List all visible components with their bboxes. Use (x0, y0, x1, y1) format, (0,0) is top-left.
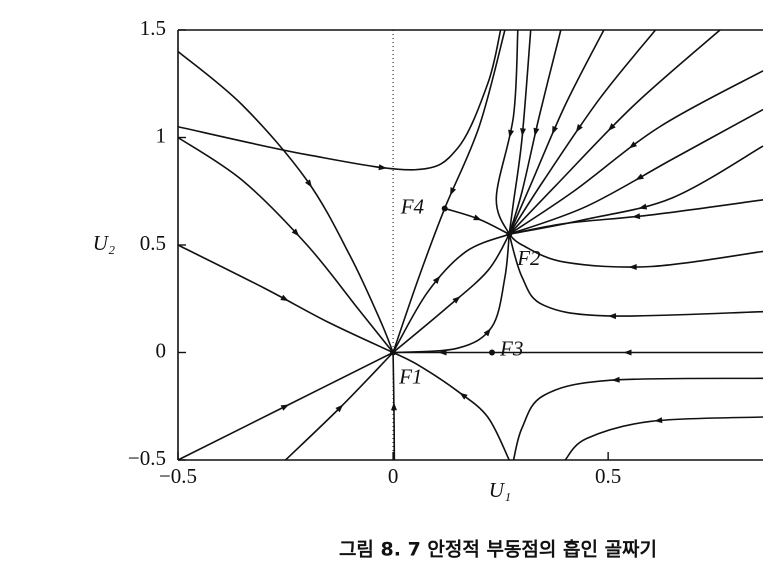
flow-arrow (552, 125, 558, 135)
trajectory (444, 207, 510, 235)
trajectory (508, 234, 764, 317)
trajectory (508, 233, 764, 268)
flow-arrow (638, 203, 648, 210)
flow-arrow (575, 124, 583, 133)
x-tick-label: 0.5 (595, 464, 621, 488)
fixed-point (489, 349, 496, 356)
trajectory (177, 29, 502, 171)
flow-arrow (390, 402, 397, 411)
trajectory (508, 70, 764, 235)
caption: 그림 8. 7 안정적 부동점의 흡인 골짜기 (339, 538, 657, 561)
trajectory (177, 244, 394, 354)
trajectory (284, 351, 394, 461)
y-tick-label: 0.5 (140, 231, 166, 255)
fixed-point-label: F1 (398, 364, 422, 388)
trajectory (392, 29, 506, 353)
trajectory (177, 50, 394, 353)
flow-arrow (280, 294, 289, 302)
flow-arrow (611, 376, 620, 383)
trajectory (393, 234, 511, 354)
fixed-point (441, 205, 448, 212)
x-tick-label: 0 (388, 464, 399, 488)
fixed-point-label: F2 (516, 246, 541, 270)
y-axis-label: U₂ (93, 231, 115, 255)
flow-arrow (280, 404, 290, 411)
flow-arrow (628, 264, 637, 271)
trajectory (177, 136, 394, 353)
flow-arrow (654, 417, 663, 424)
flow-arrow (473, 214, 482, 221)
x-tick-label: −0.5 (159, 464, 197, 488)
trajectory (512, 377, 764, 461)
trajectory (508, 29, 562, 235)
fixed-point (390, 349, 397, 356)
flow-arrow (623, 349, 632, 356)
trajectory (508, 29, 721, 235)
trajectory (564, 416, 764, 461)
fixed-point (506, 231, 513, 238)
fixed-point-label: F3 (499, 336, 523, 360)
flow-arrow (305, 179, 313, 188)
flow-arrow (335, 404, 344, 413)
flow-arrow (378, 164, 387, 171)
flow-arrow (607, 123, 616, 131)
flow-arrow (631, 213, 641, 220)
trajectory (509, 199, 764, 236)
trajectory (392, 351, 510, 461)
y-tick-label: 1.5 (140, 16, 166, 40)
trajectory (495, 29, 519, 235)
flow-arrow (291, 228, 300, 237)
y-tick-label: 0 (156, 338, 167, 362)
flow-arrow (533, 127, 540, 137)
trajectory (392, 233, 510, 354)
flow-arrow (628, 141, 638, 149)
trajectory (508, 29, 532, 235)
trajectory (508, 29, 657, 235)
y-tick-label: 1 (156, 123, 167, 147)
y-tick-label: −0.5 (128, 446, 166, 470)
trajectory (508, 29, 605, 235)
x-axis-label: U₁ (489, 478, 511, 502)
trajectory (508, 108, 764, 236)
flow-arrow (450, 187, 457, 196)
flow-arrow (452, 296, 461, 304)
flow-arrow (483, 328, 492, 337)
fixed-point-label: F4 (400, 194, 425, 218)
trajectory (392, 233, 510, 353)
flow-arrow (508, 129, 515, 139)
flow-arrow (459, 392, 468, 400)
flow-arrow (432, 275, 441, 284)
flow-arrow (635, 173, 644, 181)
flow-arrow (607, 313, 617, 320)
flow-arrow (520, 128, 526, 137)
